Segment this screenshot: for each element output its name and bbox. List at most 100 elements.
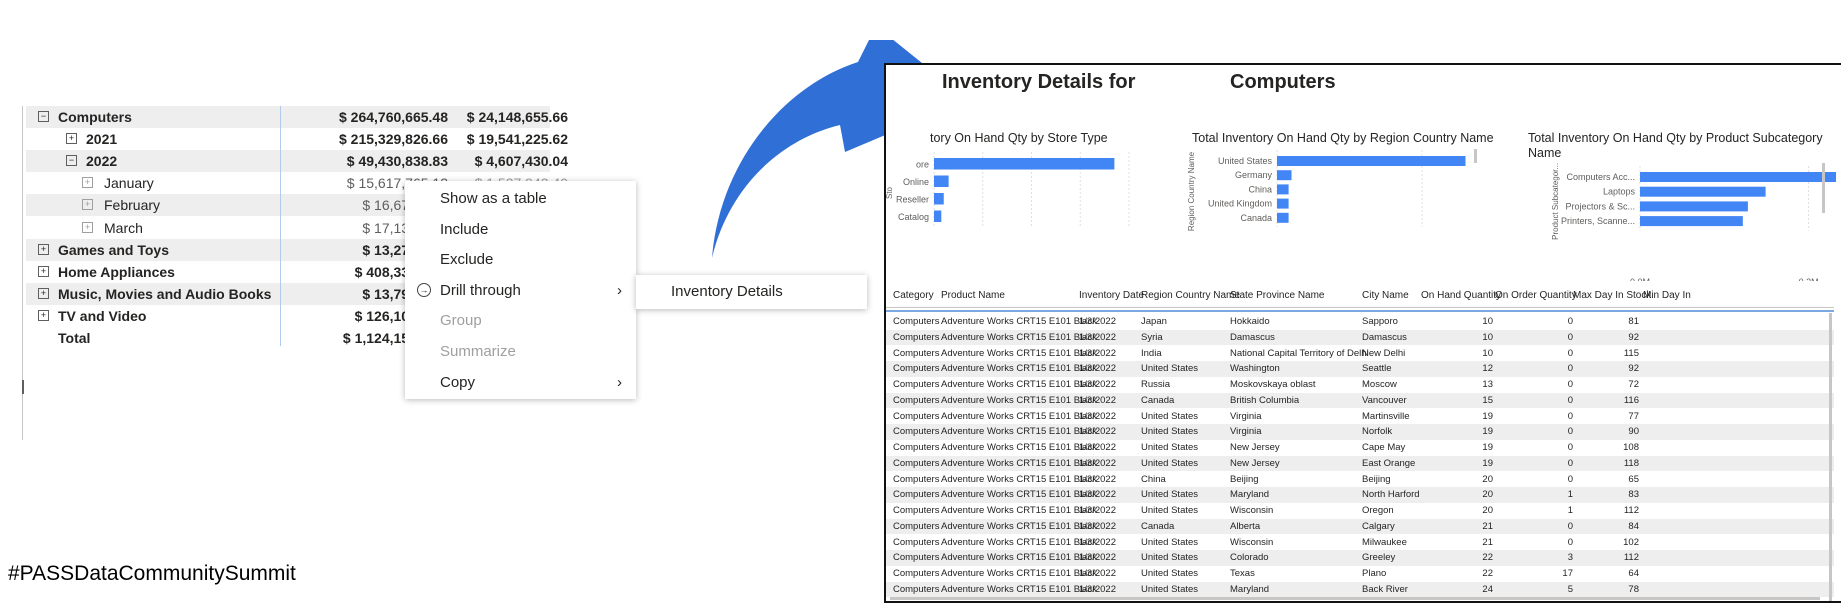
table-row[interactable]: Computers Adventure Works CRT15 E101 Blac… — [886, 581, 1834, 598]
column-header[interactable]: Inventory Date — [1079, 290, 1145, 301]
expand-icon[interactable]: + — [82, 221, 93, 233]
table-row[interactable]: Computers Adventure Works CRT15 E101 Blac… — [886, 472, 1834, 488]
matrix-row-label: 2021 — [86, 131, 118, 148]
table-row[interactable]: Computers Adventure Works CRT15 E101 Blac… — [886, 440, 1834, 456]
table-cell: 112 — [1623, 505, 1639, 516]
x-tick-label: 0.2M — [1799, 277, 1819, 281]
bar[interactable] — [1277, 170, 1292, 181]
table-row[interactable]: Computers Adventure Works CRT15 E101 Blac… — [886, 503, 1834, 519]
drill-through-target-inventory-details[interactable]: Inventory Details — [671, 283, 783, 300]
table-cell: Adventure Works CRT15 E101 Black — [941, 316, 1097, 327]
column-header[interactable]: Region Country Name — [1141, 290, 1240, 301]
matrix-scrollbar-thumb[interactable] — [22, 380, 24, 394]
context-menu-item-show-as-a-table[interactable]: Show as a table — [405, 184, 636, 214]
table-cell: East Orange — [1362, 457, 1416, 469]
bar[interactable] — [1277, 184, 1289, 195]
collapse-icon[interactable]: − — [66, 155, 77, 167]
table-cell: 1/3/2022 — [1079, 442, 1116, 453]
bar[interactable] — [934, 175, 949, 188]
bar[interactable] — [1640, 172, 1836, 182]
table-row[interactable]: Computers Adventure Works CRT15 E101 Blac… — [886, 314, 1834, 330]
matrix-row-label: Total — [58, 330, 91, 346]
column-header[interactable]: Min Day In — [1643, 290, 1691, 301]
table-row[interactable]: Computers Adventure Works CRT15 E101 Blac… — [886, 487, 1834, 503]
matrix-row-label: TV and Video — [58, 307, 147, 324]
table-cell: 1/3/2022 — [1079, 331, 1116, 343]
context-menu-item-copy[interactable]: Copy › — [405, 368, 636, 398]
column-header[interactable]: On Hand Quantity — [1421, 290, 1502, 301]
column-header[interactable]: State Province Name — [1230, 290, 1325, 301]
expand-icon[interactable]: + — [82, 199, 93, 211]
category-label: Projectors & Sc... — [1565, 201, 1635, 211]
context-menu-item-exclude[interactable]: Exclude — [405, 245, 636, 275]
table-cell: 10 — [1482, 331, 1493, 343]
chart-scrollbar[interactable] — [1474, 149, 1477, 163]
table-cell: 1/3/2022 — [1079, 347, 1116, 359]
chart-region-country[interactable]: 0.0M0.5MUnited StatesGermanyChinaUnited … — [1186, 147, 1491, 277]
table-scrollbar[interactable] — [1829, 313, 1832, 601]
table-row[interactable]: Computers Adventure Works CRT15 E101 Blac… — [886, 424, 1834, 440]
context-menu-item-drill-through[interactable]: → Drill through › — [405, 276, 636, 306]
column-header[interactable]: City Name — [1362, 290, 1409, 301]
bar[interactable] — [1277, 198, 1289, 209]
table-row[interactable]: Computers Adventure Works CRT15 E101 Blac… — [886, 535, 1834, 551]
table-cell: 5 — [1567, 583, 1573, 595]
table-cell: Computers — [893, 520, 940, 532]
table-cell: Computers — [893, 583, 940, 595]
report-title-value: Computers — [1230, 71, 1336, 93]
chart-store-type[interactable]: 0.0M0.2M0.4M0.6M0.8MoreOnlineResellerCat… — [886, 147, 1176, 277]
table-row[interactable]: Computers Adventure Works CRT15 E101 Blac… — [886, 409, 1834, 425]
table-cell: 92 — [1628, 363, 1639, 375]
table-cell: 1/3/2022 — [1079, 426, 1116, 438]
table-horizontal-scrollbar[interactable] — [890, 597, 1820, 600]
table-cell: Moscow — [1362, 379, 1397, 390]
table-row[interactable]: Computers Adventure Works CRT15 E101 Blac… — [886, 346, 1834, 362]
matrix-row[interactable]: − Computers $ 264,760,665.48 $ 24,148,655.6… — [26, 106, 568, 128]
matrix-row[interactable]: +2021 $ 215,329,826.66 $ 19,541,225.62 — [26, 128, 568, 150]
bar[interactable] — [934, 210, 942, 223]
table-cell: 1/3/2022 — [1079, 489, 1116, 501]
bar[interactable] — [1640, 201, 1748, 212]
chart-product-subcategory[interactable]: 0.0M 0.2M Computers Acc... Laptops Projector… — [1516, 163, 1836, 281]
table-row[interactable]: Computers Adventure Works CRT15 E101 Blac… — [886, 361, 1834, 377]
table-cell: Adventure Works CRT15 E101 Black — [941, 363, 1097, 375]
column-header[interactable]: Max Day In Stock — [1573, 290, 1652, 301]
table-row[interactable]: Computers Adventure Works CRT15 E101 Blac… — [886, 329, 1834, 346]
expand-icon[interactable]: + — [38, 309, 49, 321]
context-menu-item-include[interactable]: Include — [405, 215, 636, 245]
expand-icon[interactable]: + — [38, 265, 49, 277]
table-cell: 81 — [1628, 316, 1639, 327]
bar[interactable] — [1277, 212, 1289, 223]
table-row[interactable]: Computers Adventure Works CRT15 E101 Blac… — [886, 377, 1834, 393]
table-row[interactable]: Computers Adventure Works CRT15 E101 Blac… — [886, 455, 1834, 472]
table-cell: Computers — [893, 410, 940, 422]
bar[interactable] — [1640, 186, 1766, 197]
bar[interactable] — [934, 158, 1115, 170]
table-cell: 1/3/2022 — [1079, 316, 1116, 327]
table-row[interactable]: Computers Adventure Works CRT15 E101 Blac… — [886, 518, 1834, 535]
expand-icon[interactable]: + — [82, 177, 93, 189]
matrix-value-1: $ 49,430,838.83 — [346, 153, 448, 170]
matrix-row[interactable]: −2022 $ 49,430,838.83 $ 4,607,430.04 — [26, 150, 568, 173]
column-header[interactable]: Product Name — [941, 290, 1005, 301]
bar[interactable] — [1277, 156, 1466, 166]
column-header[interactable]: On Order Quantity — [1495, 290, 1577, 301]
collapse-icon[interactable]: − — [38, 111, 49, 122]
table-cell: Adventure Works CRT15 E101 Black — [941, 520, 1097, 532]
table-row[interactable]: Computers Adventure Works CRT15 E101 Blac… — [886, 566, 1834, 582]
chart-subcategory-title: Total Inventory On Hand Qty by Product S… — [1528, 131, 1828, 161]
table-row[interactable]: Computers Adventure Works CRT15 E101 Blac… — [886, 392, 1834, 409]
table-cell: 1/3/2022 — [1079, 473, 1116, 485]
column-header[interactable]: Category — [893, 290, 934, 301]
bar[interactable] — [1640, 216, 1743, 227]
table-cell: United States — [1141, 583, 1199, 595]
expand-icon[interactable]: + — [66, 133, 77, 145]
chart-scrollbar[interactable] — [1822, 163, 1825, 213]
expand-icon[interactable]: + — [38, 287, 49, 299]
table-row[interactable]: Computers Adventure Works CRT15 E101 Blac… — [886, 550, 1834, 566]
table-cell: Virginia — [1230, 410, 1262, 422]
expand-icon[interactable]: + — [38, 243, 49, 255]
bar[interactable] — [934, 193, 944, 205]
table-cell: Computers — [893, 457, 940, 469]
table-cell: 0 — [1567, 331, 1573, 343]
